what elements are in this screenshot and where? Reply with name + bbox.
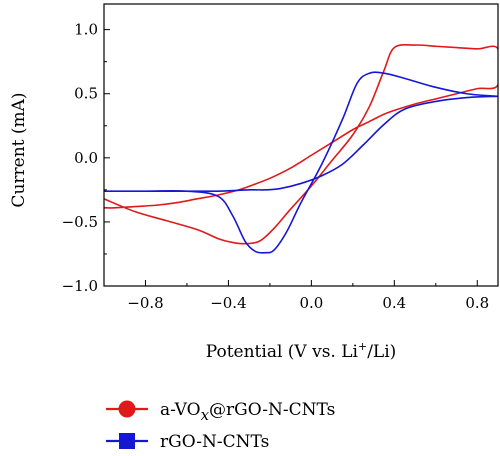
y-axis-label: Current (mA): [9, 92, 29, 207]
x-tick-label: 0.0: [299, 294, 323, 312]
y-tick-label: 1.0: [74, 21, 98, 39]
x-tick-label: 0.8: [465, 294, 489, 312]
legend-label-1: rGO-N-CNTs: [160, 432, 269, 452]
legend-item-0: a-VOx@rGO-N-CNTs: [106, 400, 335, 424]
y-tick-label: 0.5: [74, 85, 98, 103]
series-line-0: [104, 43, 498, 245]
x-axis-label: Potential (V vs. Li+/Li): [206, 340, 397, 362]
legend-marker-circle: [118, 400, 136, 418]
x-tick-label: −0.8: [127, 294, 163, 312]
y-tick-label: 0.0: [74, 149, 98, 167]
legend-label-0: a-VOx@rGO-N-CNTs: [160, 400, 335, 424]
x-tick-label: 0.4: [382, 294, 406, 312]
legend-marker-square: [119, 433, 135, 449]
legend: a-VOx@rGO-N-CNTs rGO-N-CNTs: [106, 400, 335, 452]
x-tick-label: −0.4: [210, 294, 246, 312]
legend-item-1: rGO-N-CNTs: [106, 432, 269, 452]
y-tick-label: −1.0: [62, 277, 98, 295]
plot-frame: [103, 3, 499, 287]
series-line-1: [104, 71, 498, 254]
y-tick-label: −0.5: [62, 213, 98, 231]
